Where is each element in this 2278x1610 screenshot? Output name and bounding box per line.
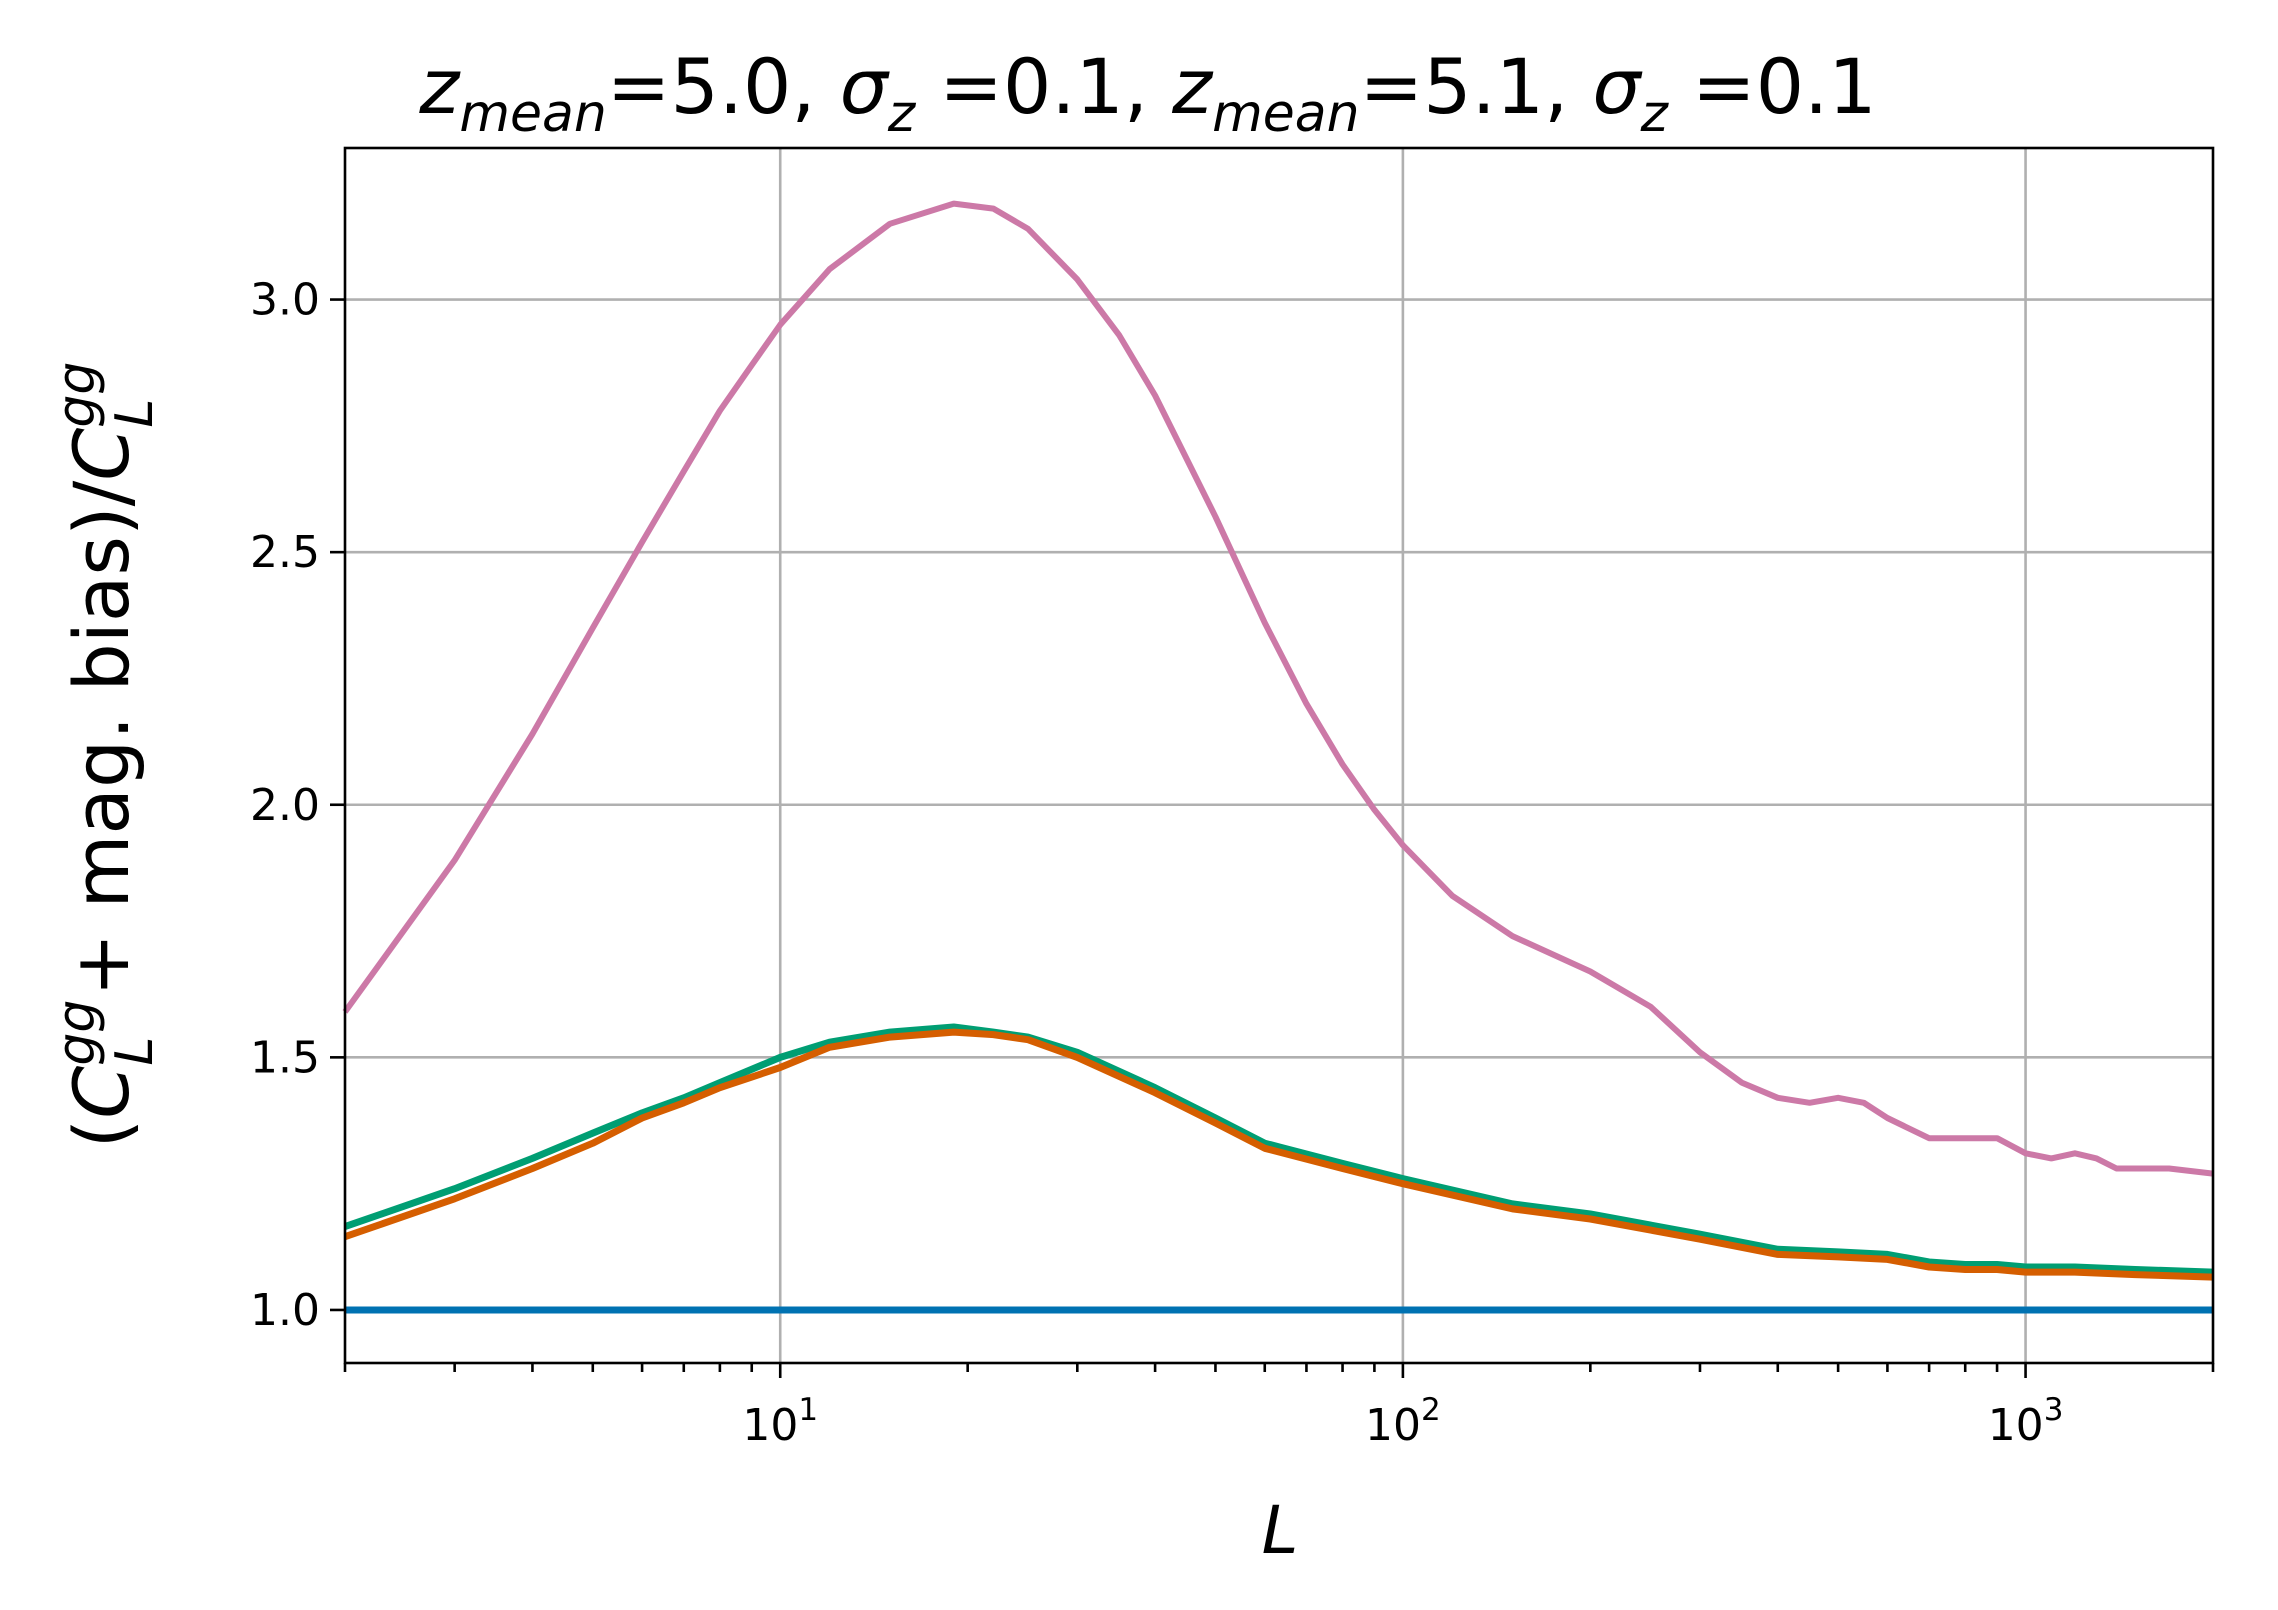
x-tick-label: 103 <box>1988 1392 2064 1451</box>
series-group <box>342 200 2214 1314</box>
x-axis-label: L <box>1262 1492 1299 1569</box>
series-line-1 <box>342 200 2214 1177</box>
series-line-2 <box>343 1023 2214 1276</box>
plot-frame <box>343 146 2215 1365</box>
grid <box>345 148 2213 1363</box>
x-tick-label: 101 <box>742 1392 818 1451</box>
y-tick-label: 2.0 <box>250 780 320 831</box>
series-line-3 <box>343 1028 2214 1281</box>
axis-ticks: 101 102 103 1.0 1.5 2.0 2.5 3.0 <box>250 275 2215 1451</box>
y-tick-label: 3.0 <box>250 275 320 326</box>
y-tick-label: 1.5 <box>250 1032 320 1083</box>
x-tick-label: 102 <box>1365 1392 1441 1451</box>
chart-title: zmean=5.0, σz =0.1, zmean=5.1, σz =0.1 <box>418 42 1876 144</box>
y-axis-label: (CggL + mag. bias)/CggL <box>47 362 165 1149</box>
y-tick-label: 2.5 <box>250 527 320 578</box>
y-tick-label: 1.0 <box>250 1285 320 1336</box>
